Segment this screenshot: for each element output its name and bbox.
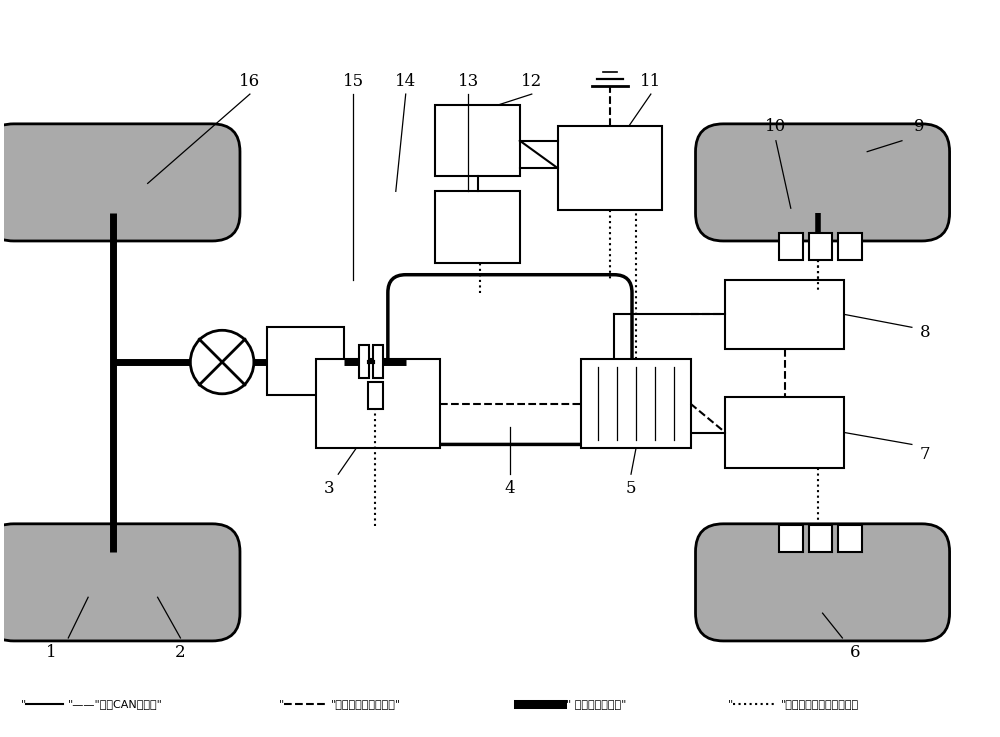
Text: 12: 12 <box>521 73 542 90</box>
FancyBboxPatch shape <box>359 345 369 378</box>
FancyBboxPatch shape <box>581 359 691 448</box>
Text: 1: 1 <box>46 644 57 661</box>
Text: ": " <box>728 699 734 710</box>
Text: 10: 10 <box>765 119 787 136</box>
Text: 5: 5 <box>626 480 636 497</box>
Text: 7: 7 <box>919 446 930 463</box>
FancyBboxPatch shape <box>779 525 803 551</box>
Text: 11: 11 <box>640 73 661 90</box>
FancyBboxPatch shape <box>0 124 240 241</box>
Text: 4: 4 <box>505 480 515 497</box>
FancyBboxPatch shape <box>809 525 832 551</box>
Text: 6: 6 <box>850 644 861 661</box>
Text: 8: 8 <box>919 324 930 340</box>
Text: 16: 16 <box>239 73 260 90</box>
Text: "——"表示CAN总线，": "——"表示CAN总线，" <box>68 699 163 710</box>
FancyBboxPatch shape <box>267 327 344 395</box>
FancyBboxPatch shape <box>725 279 844 349</box>
Text: 14: 14 <box>395 73 416 90</box>
FancyBboxPatch shape <box>838 525 862 551</box>
FancyBboxPatch shape <box>725 397 844 468</box>
Text: "表示高压电气连接，": "表示高压电气连接，" <box>331 699 401 710</box>
FancyBboxPatch shape <box>809 233 832 260</box>
FancyBboxPatch shape <box>558 126 662 210</box>
Text: ": " <box>21 699 26 710</box>
Text: " 表示机械连接，": " 表示机械连接，" <box>566 699 627 710</box>
FancyBboxPatch shape <box>435 105 520 176</box>
FancyBboxPatch shape <box>388 275 632 444</box>
Text: ": " <box>513 699 518 710</box>
FancyBboxPatch shape <box>316 359 440 448</box>
FancyBboxPatch shape <box>696 124 950 241</box>
Text: 2: 2 <box>175 644 186 661</box>
FancyBboxPatch shape <box>838 233 862 260</box>
Text: 15: 15 <box>343 73 364 90</box>
FancyBboxPatch shape <box>373 345 383 378</box>
FancyBboxPatch shape <box>368 382 383 409</box>
FancyBboxPatch shape <box>0 524 240 641</box>
Text: ": " <box>279 699 284 710</box>
Text: 13: 13 <box>458 73 479 90</box>
Text: 3: 3 <box>324 480 335 497</box>
FancyBboxPatch shape <box>696 524 950 641</box>
FancyBboxPatch shape <box>435 192 520 263</box>
Text: "表示部件与其控制器连接: "表示部件与其控制器连接 <box>781 699 859 710</box>
Text: 9: 9 <box>914 119 924 136</box>
FancyBboxPatch shape <box>779 233 803 260</box>
